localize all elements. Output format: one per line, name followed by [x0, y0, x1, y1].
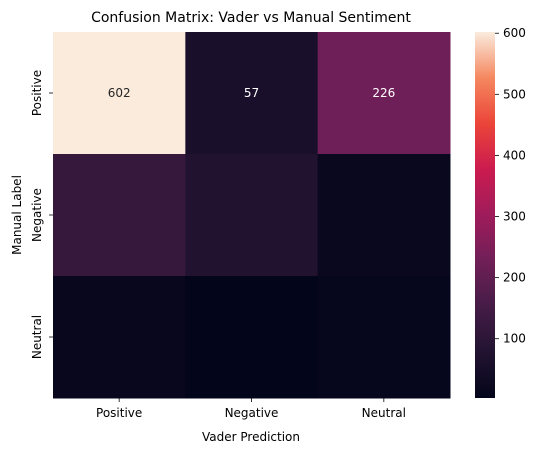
colorbar-tick-label: 500 — [503, 87, 526, 101]
heatmap-cell — [185, 154, 319, 277]
colorbar-tick-label: 200 — [503, 271, 526, 285]
y-axis-label: Manual Label — [10, 175, 24, 255]
y-tick-label: Positive — [30, 70, 44, 116]
x-tick-labels: Positive Negative Neutral — [96, 398, 406, 420]
heatmap-cell — [317, 276, 451, 399]
heatmap-cell — [53, 154, 186, 277]
cell-annotation: 57 — [244, 86, 259, 100]
y-tick-labels: Positive Negative Neutral — [30, 70, 53, 359]
colorbar-tick-label: 600 — [503, 26, 526, 40]
chart-title: Confusion Matrix: Vader vs Manual Sentim… — [91, 10, 411, 26]
colorbar-ticks: 100 200 300 400 500 600 — [495, 26, 526, 346]
cell-annotations: 602 57 226 — [108, 86, 396, 100]
cell-annotation: 602 — [108, 86, 131, 100]
heatmap-cell — [185, 276, 319, 399]
y-tick-label: Neutral — [30, 315, 44, 359]
y-tick-label: Negative — [30, 188, 44, 242]
heatmap-cell — [317, 32, 451, 155]
heatmap-cell — [53, 276, 186, 399]
heatmap-cell — [317, 154, 451, 277]
cell-annotation: 226 — [372, 86, 395, 100]
heatmap-cells — [53, 32, 451, 399]
colorbar-tick-label: 400 — [503, 148, 526, 162]
x-axis-label: Vader Prediction — [202, 430, 300, 444]
heatmap-cell — [53, 32, 186, 155]
x-tick-label: Negative — [225, 406, 279, 420]
x-tick-label: Neutral — [362, 406, 406, 420]
colorbar-tick-label: 100 — [503, 332, 526, 346]
x-tick-label: Positive — [96, 406, 142, 420]
heatmap-cell — [185, 32, 319, 155]
colorbar — [475, 32, 495, 398]
colorbar-tick-label: 300 — [503, 210, 526, 224]
